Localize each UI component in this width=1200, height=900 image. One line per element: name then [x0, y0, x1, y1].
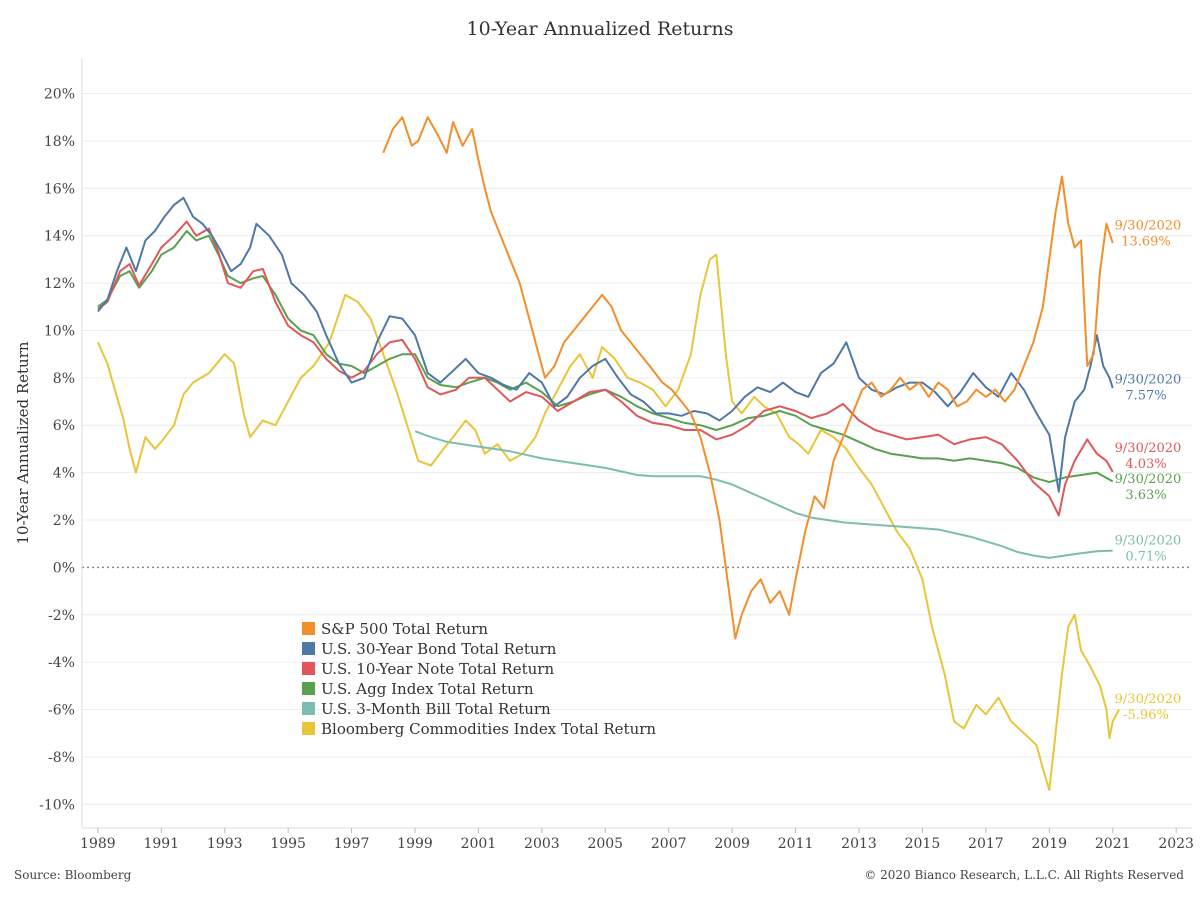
legend-swatch: [302, 722, 315, 735]
y-tick-label: -10%: [39, 797, 75, 813]
y-axis-title: 10-Year Annualized Return: [14, 341, 32, 544]
legend-swatch: [302, 702, 315, 715]
legend-label: S&P 500 Total Return: [321, 620, 488, 638]
legend: S&P 500 Total Return U.S. 30-Year Bond To…: [302, 620, 656, 738]
y-tick-label: -6%: [48, 703, 75, 719]
series-line-u-s-10-year-note-total-return: [97, 220, 1114, 517]
legend-swatch: [302, 662, 315, 675]
axes: 20% 18% 16% 14% 12% 10% 8% 6% 4% 2% 0% -2% -4% -6% -8%…: [14, 58, 1194, 852]
copyright-note: © 2020 Bianco Research, L.L.C. All Right…: [864, 868, 1184, 882]
end-label-value: 0.71%: [1125, 549, 1166, 564]
end-label-date: 9/30/2020: [1115, 472, 1182, 487]
x-tick-label: 2011: [778, 836, 814, 852]
y-tick-label: 20%: [44, 87, 75, 103]
series-line-u-s-3-month-bill-total-return: [414, 430, 1113, 559]
series-line-bloomberg-commodities-index-total-return: [96, 253, 1120, 792]
x-tick-label: 2015: [905, 836, 941, 852]
y-tick-label: 12%: [44, 276, 75, 292]
end-label-date: 9/30/2020: [1115, 372, 1182, 387]
x-tick-label: 2001: [461, 836, 497, 852]
legend-label: U.S. Agg Index Total Return: [321, 680, 534, 698]
end-label-value: 7.57%: [1125, 388, 1166, 403]
end-label-date: 9/30/2020: [1115, 218, 1182, 233]
x-tick-label: 2005: [587, 836, 623, 852]
y-tick-label: 16%: [44, 181, 75, 197]
x-tick-label: 2013: [841, 836, 877, 852]
y-tick-label: 10%: [44, 323, 75, 339]
end-label-value: -5.96%: [1123, 708, 1169, 723]
x-tick-label: 2003: [524, 836, 560, 852]
series-line-u-s-30-year-bond-total-return: [97, 196, 1114, 493]
y-tick-label: -4%: [48, 655, 75, 671]
x-tick-label: 2009: [714, 836, 750, 852]
x-tick-label: 1995: [270, 836, 306, 852]
series-line-u-s-agg-index-total-return: [97, 230, 1114, 484]
y-tick-label: 6%: [53, 418, 75, 434]
x-tick-label: 2021: [1095, 836, 1131, 852]
source-note: Source: Bloomberg: [14, 868, 132, 882]
x-tick-label: 1993: [207, 836, 243, 852]
legend-swatch: [302, 622, 315, 635]
legend-label: U.S. 3-Month Bill Total Return: [321, 700, 551, 718]
x-tick-label: 1991: [143, 836, 179, 852]
y-tick-label: -8%: [48, 750, 75, 766]
x-tick-label: 1989: [80, 836, 116, 852]
end-label-value: 3.63%: [1125, 488, 1166, 503]
legend-label: U.S. 30-Year Bond Total Return: [321, 640, 557, 658]
y-tick-label: 2%: [53, 513, 75, 529]
x-tick-label: 2023: [1158, 836, 1194, 852]
x-tick-label: 1997: [334, 836, 370, 852]
x-tick-label: 1999: [397, 836, 433, 852]
x-tick-label: 2019: [1031, 836, 1067, 852]
y-tick-label: 14%: [44, 229, 75, 245]
x-tick-label: 2007: [651, 836, 687, 852]
y-tick-label: 8%: [53, 371, 75, 387]
series-line-s-p-500-total-return: [382, 116, 1114, 640]
y-tick-label: 4%: [53, 466, 75, 482]
y-tick-label: -2%: [48, 608, 75, 624]
end-labels: 9/30/202013.69%9/30/20207.57%9/30/20204.…: [1115, 218, 1182, 723]
end-label-value: 4.03%: [1125, 457, 1166, 472]
end-label-date: 9/30/2020: [1115, 533, 1182, 548]
series-lines: [96, 116, 1120, 792]
end-label-date: 9/30/2020: [1115, 692, 1182, 707]
x-tick-label: 2017: [968, 836, 1004, 852]
y-tick-label: 18%: [44, 134, 75, 150]
end-label-value: 13.69%: [1121, 234, 1171, 249]
legend-label: U.S. 10-Year Note Total Return: [321, 660, 554, 678]
grid-lines: [82, 93, 1192, 805]
end-label: 9/30/2020-5.96%: [1115, 692, 1182, 723]
y-tick-label: 0%: [53, 560, 75, 576]
legend-swatch: [302, 642, 315, 655]
legend-swatch: [302, 682, 315, 695]
end-label-date: 9/30/2020: [1115, 441, 1182, 456]
chart-title: 10-Year Annualized Returns: [466, 18, 734, 40]
legend-label: Bloomberg Commodities Index Total Return: [321, 720, 656, 738]
